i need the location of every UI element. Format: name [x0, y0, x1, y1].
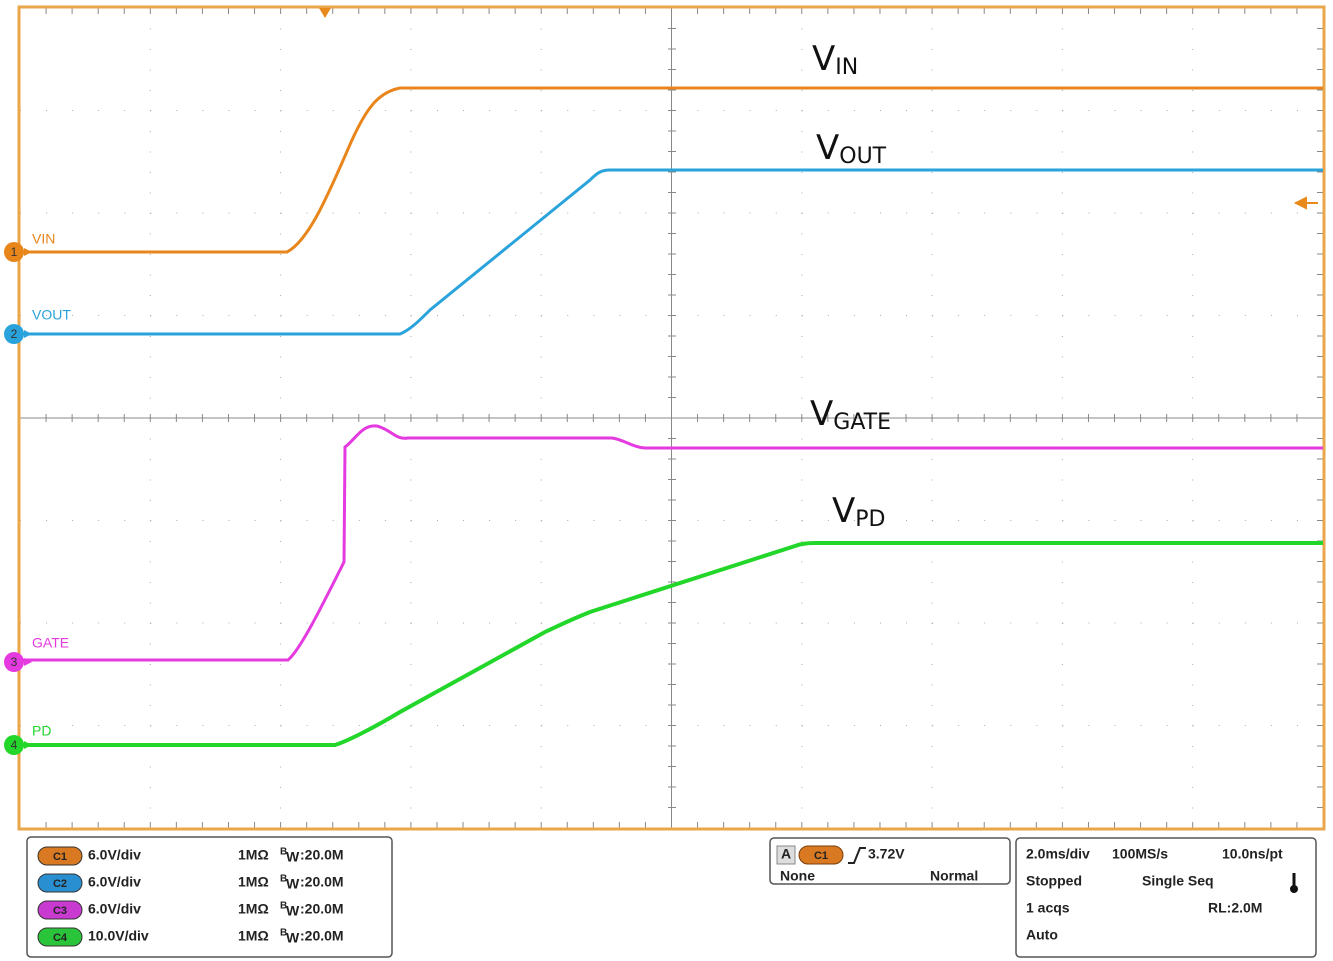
- channel-marker-arrow: [24, 658, 32, 666]
- channel-marker-name: GATE: [32, 635, 69, 651]
- channel-marker-name: VOUT: [32, 307, 71, 323]
- trigger-source: C1: [814, 850, 828, 862]
- run-mode: Single Seq: [1142, 873, 1214, 889]
- channel-badge: [37, 846, 83, 866]
- trigger-letter: A: [781, 846, 791, 862]
- channel-badge: [37, 873, 83, 893]
- channel-bw-b: B: [280, 874, 287, 885]
- vout-trace: [20, 168, 1323, 336]
- channel-marker: [4, 324, 24, 344]
- trace-label: VIN: [812, 39, 858, 81]
- channel-badge: [37, 900, 83, 920]
- trigger-position-marker: [319, 8, 331, 18]
- channel-impedance: 1MΩ: [238, 874, 269, 890]
- trace-label-sub: PD: [855, 507, 885, 532]
- timebase: 2.0ms/div: [1026, 846, 1090, 862]
- trigger-mode: Normal: [930, 868, 978, 884]
- channel-bw-b: B: [280, 901, 287, 912]
- channel-badge-text: C1: [53, 851, 67, 863]
- channel-marker: [4, 242, 24, 262]
- graticule-border: [17, 5, 1326, 831]
- trace-label-main: V: [832, 491, 855, 531]
- pd-trace: [20, 541, 1323, 747]
- channel-bw-b: B: [280, 928, 287, 939]
- acq-state: Stopped: [1026, 873, 1082, 889]
- trace-label-main: V: [812, 39, 835, 79]
- channel-scale: 6.0V/div: [88, 847, 141, 863]
- channel-panel: [26, 836, 393, 958]
- channel-marker: [4, 652, 24, 672]
- trigger-level: 3.72V: [868, 846, 905, 862]
- channel-bw-b: B: [280, 847, 287, 858]
- channel-marker-number: 3: [11, 655, 18, 669]
- thermometer-bulb: [1290, 885, 1298, 893]
- graticule: [19, 7, 1324, 829]
- channel-bw-w: W: [286, 903, 300, 919]
- channel-impedance: 1MΩ: [238, 847, 269, 863]
- channel-scale: 6.0V/div: [88, 874, 141, 890]
- trace-label-sub: IN: [835, 55, 858, 80]
- trigger-source-badge: [798, 845, 844, 865]
- channel-marker-number: 4: [11, 738, 18, 752]
- gate-trace: [20, 424, 1323, 662]
- trace-label-main: V: [816, 128, 839, 168]
- trigger-slope-icon: [848, 847, 866, 864]
- channel-scale: 6.0V/div: [88, 901, 141, 917]
- resolution: 10.0ns/pt: [1222, 846, 1283, 862]
- channel-scale: 10.0V/div: [88, 928, 149, 944]
- channel-bandwidth: :20.0M: [300, 928, 344, 944]
- trace-label-sub: OUT: [839, 144, 886, 169]
- trace-label: VGATE: [810, 394, 891, 436]
- channel-marker-arrow: [24, 248, 32, 256]
- channel-marker-name: PD: [32, 723, 51, 739]
- channel-impedance: 1MΩ: [238, 901, 269, 917]
- channel-badge: [37, 927, 83, 947]
- channel-bandwidth: :20.0M: [300, 847, 344, 863]
- channel-marker-number: 2: [11, 327, 18, 341]
- trigger-coupling: None: [780, 868, 815, 884]
- vin-trace: [20, 86, 1323, 254]
- channel-bw-w: W: [286, 930, 300, 946]
- channel-bandwidth: :20.0M: [300, 901, 344, 917]
- trigger-letter-box: [776, 845, 796, 865]
- channel-impedance: 1MΩ: [238, 928, 269, 944]
- channel-markers: 1 VIN 2 VOUT 3 GATE 4 PD: [4, 231, 71, 755]
- channel-bw-w: W: [286, 849, 300, 865]
- channel-marker-number: 1: [11, 245, 18, 259]
- channel-marker-name: VIN: [32, 231, 55, 247]
- trace-label: VOUT: [816, 128, 887, 170]
- sample-rate: 100MS/s: [1112, 846, 1168, 862]
- channel-bw-w: W: [286, 876, 300, 892]
- channel-marker: [4, 735, 24, 755]
- channel-marker-arrow: [24, 330, 32, 338]
- trigger-level-marker: [1293, 196, 1318, 210]
- trace-label-sub: GATE: [833, 410, 891, 435]
- acq-count: 1 acqs: [1026, 900, 1070, 916]
- channel-badge-text: C2: [53, 878, 67, 890]
- channel-marker-arrow: [24, 741, 32, 749]
- trigger-type: Auto: [1026, 927, 1058, 943]
- acquisition-panel: [1015, 837, 1317, 958]
- trace-label: VPD: [832, 491, 885, 533]
- channel-badge-text: C3: [53, 905, 67, 917]
- channel-badge-text: C4: [53, 932, 68, 944]
- record-length: RL:2.0M: [1208, 900, 1262, 916]
- trace-label-main: V: [810, 394, 833, 434]
- channel-bandwidth: :20.0M: [300, 874, 344, 890]
